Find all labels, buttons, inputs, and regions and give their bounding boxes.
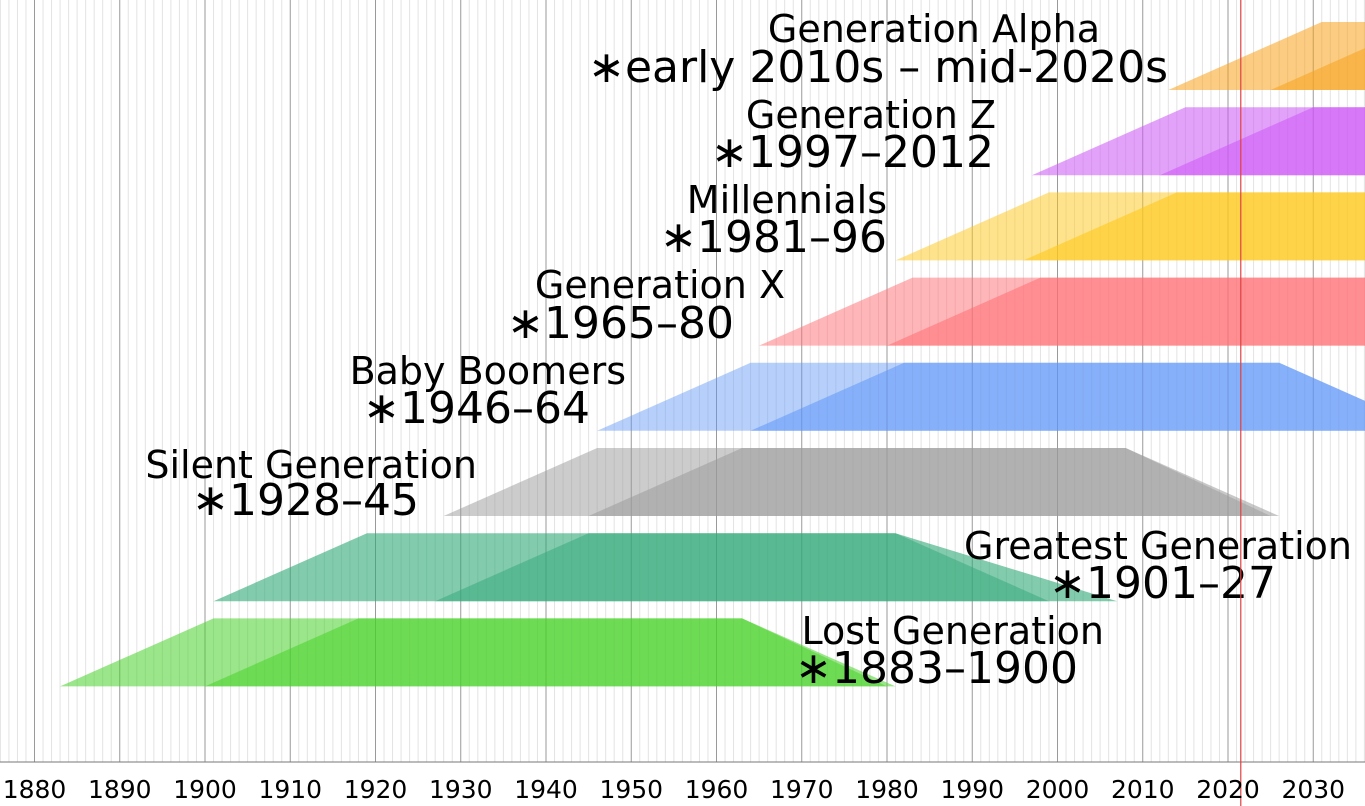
x-axis: 1880 1890 1900 1910 1920 1930 1940 1950 1960 1970… [3, 775, 1345, 804]
x-tick-label: 2020 [1196, 775, 1260, 804]
generation-years-label: ∗1901–27 [1049, 558, 1276, 609]
generation-labels: Generation Alpha∗early 2010s – mid-2020s… [145, 7, 1352, 694]
x-tick-label: 2030 [1281, 775, 1345, 804]
x-tick-label: 1980 [855, 775, 919, 804]
generation-bands [60, 22, 1365, 687]
x-tick-label: 1950 [599, 775, 663, 804]
generation-name-label: Generation Z [746, 93, 996, 137]
x-tick-label: 2010 [1111, 775, 1175, 804]
generation-band-core [1270, 48, 1365, 90]
x-tick-label: 1930 [429, 775, 493, 804]
x-tick-label: 1940 [514, 775, 578, 804]
generation-name-label: Generation X [535, 263, 785, 307]
generation-band-core [435, 533, 1049, 602]
generation-name-label: Generation Alpha [768, 7, 1100, 51]
generation-years-label: ∗1928–45 [192, 475, 419, 526]
x-tick-label: 1920 [344, 775, 408, 804]
x-tick-label: 1900 [173, 775, 237, 804]
generation-years-label: ∗1883–1900 [795, 643, 1078, 694]
x-tick-label: 1960 [685, 775, 749, 804]
x-tick-label: 2000 [1026, 775, 1090, 804]
generation-name-label: Baby Boomers [350, 349, 626, 393]
generation-name-label: Millennials [687, 178, 887, 222]
generation-name-label: Lost Generation [801, 609, 1104, 653]
generation-years-label: ∗1981–96 [660, 212, 887, 263]
x-tick-label: 1990 [940, 775, 1004, 804]
generation-band-core [588, 448, 1280, 516]
generation-years-label: ∗1997–2012 [711, 127, 994, 178]
generation-name-label: Silent Generation [145, 443, 477, 487]
x-tick-label: 1880 [3, 775, 67, 804]
generation-band-core [205, 618, 896, 687]
generation-band-core [1159, 107, 1365, 176]
x-tick-label: 1970 [770, 775, 834, 804]
generation-years-label: ∗1965–80 [507, 298, 734, 349]
x-tick-label: 1910 [258, 775, 322, 804]
generation-name-label: Greatest Generation [964, 524, 1352, 568]
generation-band-core [750, 362, 1365, 431]
generation-years-label: ∗early 2010s – mid-2020s [588, 42, 1168, 93]
x-tick-label: 1890 [88, 775, 152, 804]
generation-years-label: ∗1946–64 [363, 383, 590, 434]
generation-band-core [887, 277, 1365, 346]
generation-band-core [1023, 192, 1365, 261]
